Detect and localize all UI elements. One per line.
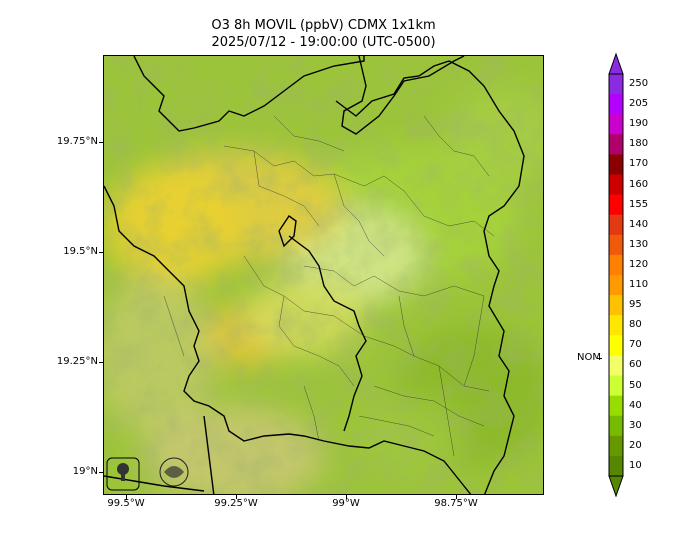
colorbar-tick-label: 80 <box>629 319 642 331</box>
colorbar-swatch <box>609 295 623 316</box>
colorbar-swatch <box>609 134 623 155</box>
lat-tick-mark <box>99 142 103 143</box>
colorbar-swatch <box>609 174 623 196</box>
colorbar-tick-label: 140 <box>629 218 649 230</box>
colorbar-tick-label: 250 <box>629 78 649 90</box>
colorbar-swatch <box>609 355 623 376</box>
lat-tick-label: 19.5°N <box>63 246 98 257</box>
colorbar <box>608 52 624 498</box>
title-line-2: 2025/07/12 - 19:00:00 (UTC-0500) <box>211 35 436 50</box>
colorbar-swatch <box>609 94 623 115</box>
colorbar-tick-label: 180 <box>629 138 649 150</box>
cdmx-logo <box>159 457 189 487</box>
colorbar-swatch <box>609 335 623 356</box>
colorbar-swatch <box>609 275 623 296</box>
colorbar-tick-label: 70 <box>629 339 642 351</box>
colorbar-tick-label: 170 <box>629 158 649 170</box>
colorbar-tick-label: 10 <box>629 459 642 471</box>
colorbar-tick-label: 40 <box>629 399 642 411</box>
lon-tick-mark <box>126 495 127 499</box>
colorbar-swatch <box>609 315 623 336</box>
nom-label: NOM <box>577 352 601 363</box>
colorbar-swatch <box>609 214 623 236</box>
colorbar-swatch <box>609 234 623 256</box>
lon-tick-mark <box>456 495 457 499</box>
lon-tick-label: 99°W <box>332 498 360 509</box>
map-svg <box>104 56 543 494</box>
map-title: O3 8h MOVIL (ppbV) CDMX 1x1km 2025/07/12… <box>103 17 544 51</box>
ozone-map <box>103 55 544 495</box>
colorbar-swatch <box>609 254 623 276</box>
colorbar-tick-label: 205 <box>629 98 649 110</box>
colorbar-swatch <box>609 375 623 397</box>
colorbar-tick-label: 110 <box>629 279 649 291</box>
lat-tick-label: 19.75°N <box>56 136 98 147</box>
lat-tick-label: 19.25°N <box>56 356 98 367</box>
colorbar-swatch <box>609 455 623 477</box>
colorbar-swatch <box>609 435 623 457</box>
colorbar-tick-label: 95 <box>629 299 642 311</box>
colorbar-tick-label: 160 <box>629 178 649 190</box>
colorbar-swatch <box>609 415 623 437</box>
colorbar-tick-label: 20 <box>629 439 642 451</box>
lon-tick-mark <box>346 495 347 499</box>
colorbar-swatch <box>609 395 623 417</box>
lat-tick-label: 19°N <box>72 466 98 477</box>
colorbar-swatch <box>609 194 623 216</box>
lon-tick-mark <box>236 495 237 499</box>
municipal-boundaries <box>163 115 495 457</box>
colorbar-tick-label: 190 <box>629 118 649 130</box>
colorbar-tick-label: 120 <box>629 258 649 270</box>
colorbar-extend-bottom <box>608 475 624 498</box>
title-line-1: O3 8h MOVIL (ppbV) CDMX 1x1km <box>211 18 436 33</box>
colorbar-tick-label: 60 <box>629 359 642 371</box>
lon-tick-label: 98.75°W <box>434 498 478 509</box>
colorbar-tick-label: 50 <box>629 379 642 391</box>
colorbar-extend-top <box>608 52 624 75</box>
colorbar-tick-label: 130 <box>629 238 649 250</box>
lat-tick-mark <box>99 252 103 253</box>
lon-tick-label: 99.25°W <box>214 498 258 509</box>
lat-tick-mark <box>99 362 103 363</box>
colorbar-tick-label: 155 <box>629 198 649 210</box>
colorbar-swatch <box>609 154 623 175</box>
colorbar-swatch <box>609 114 623 135</box>
nom-tick <box>597 358 602 359</box>
colorbar-swatch <box>609 74 623 95</box>
state-boundaries <box>104 56 525 494</box>
lat-tick-mark <box>99 472 103 473</box>
colorbar-tick-label: 30 <box>629 419 642 431</box>
sedema-logo <box>106 457 140 491</box>
lon-tick-label: 99.5°W <box>107 498 145 509</box>
